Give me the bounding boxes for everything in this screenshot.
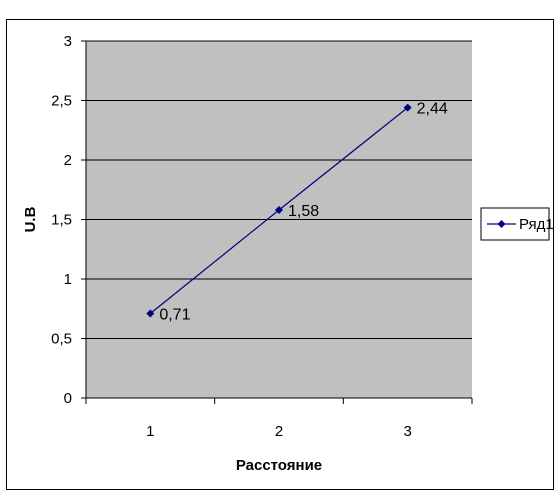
- y-tick-label: 3: [64, 33, 72, 50]
- y-tick-label: 1: [64, 271, 72, 288]
- data-point: [146, 309, 155, 318]
- axes: [81, 40, 473, 404]
- x-tick-label: 3: [403, 423, 411, 440]
- legend: Ряд1: [480, 207, 554, 241]
- y-tick-label: 0,5: [51, 331, 72, 348]
- x-tick-label: 1: [146, 423, 154, 440]
- gridlines: [86, 40, 472, 339]
- y-tick-label: 1,5: [51, 212, 72, 229]
- y-axis-title: U.B: [22, 206, 39, 232]
- legend-marker: [497, 220, 506, 228]
- y-tick-label: 2,5: [51, 93, 72, 110]
- data-point: [403, 103, 412, 112]
- data-label: 0,71: [159, 307, 190, 324]
- data-label: 1,58: [288, 203, 319, 220]
- legend-label: Ряд1: [519, 216, 554, 233]
- x-tick-label: 2: [275, 423, 283, 440]
- y-tick-labels: 0 0,5 1 1,5 2 2,5 3: [51, 33, 72, 407]
- x-axis-title: Расстояние: [236, 457, 322, 474]
- y-tick-label: 0: [64, 390, 72, 407]
- series-layer: 0,71 1,58 2,44: [146, 101, 448, 324]
- y-tick-label: 2: [64, 152, 72, 169]
- x-tick-labels: 1 2 3: [146, 423, 412, 440]
- data-point: [275, 205, 283, 214]
- data-label: 2,44: [417, 101, 448, 118]
